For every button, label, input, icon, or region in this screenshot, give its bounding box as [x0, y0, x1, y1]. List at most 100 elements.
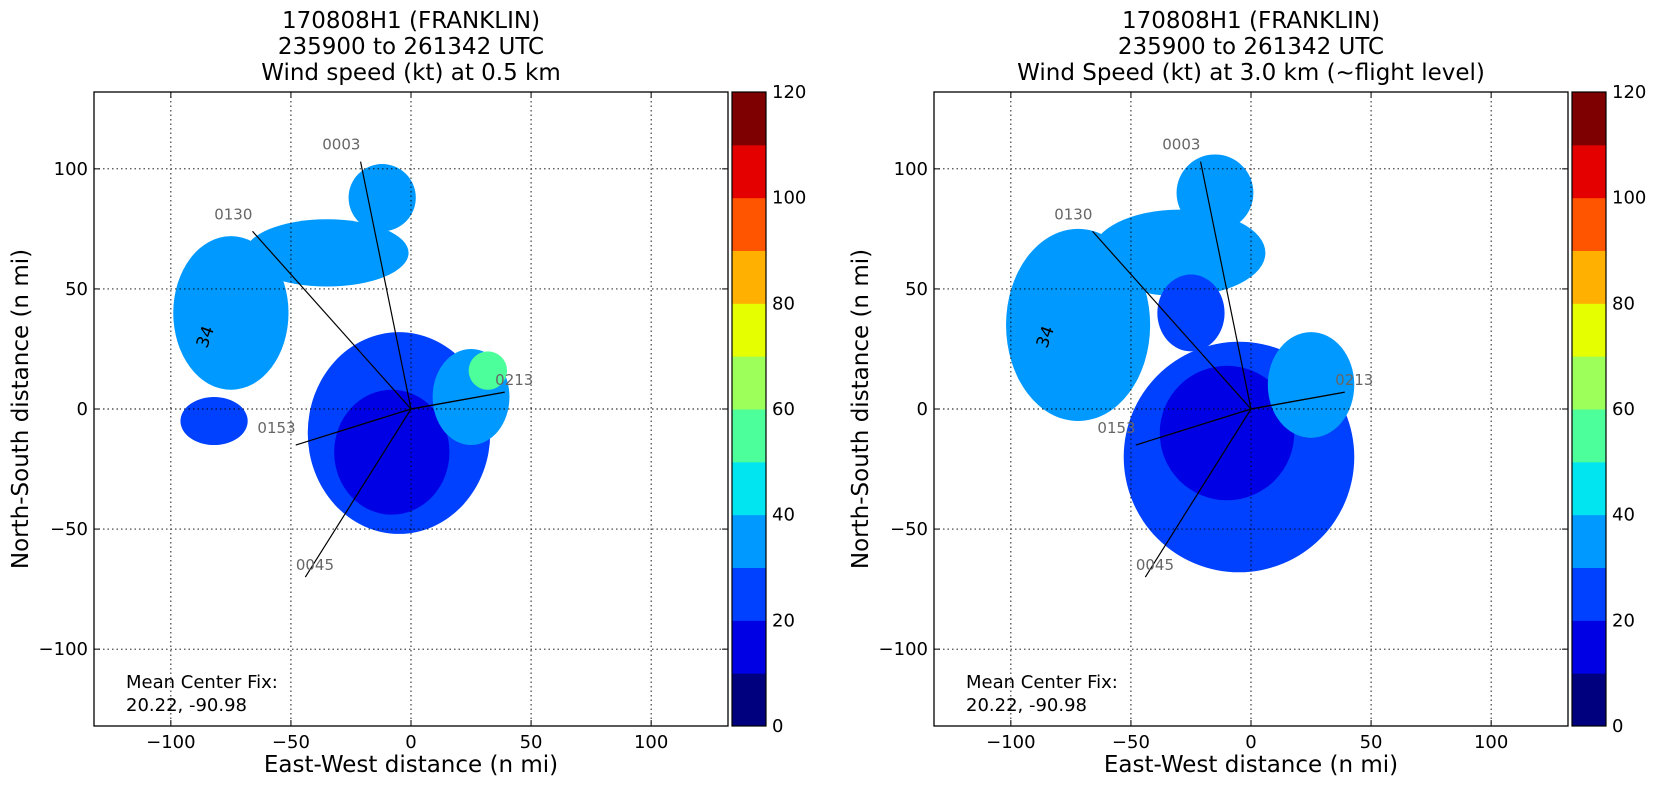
colorbar-segment — [1572, 409, 1606, 463]
flight-track — [410, 391, 505, 410]
colorbar-segment — [732, 620, 766, 674]
colorbar-tick-label: 80 — [772, 293, 795, 314]
y-tick-label: −100 — [39, 639, 88, 660]
y-tick-label: 100 — [54, 159, 88, 180]
track-time-label: 0003 — [322, 136, 360, 154]
center-fix-annotation: Mean Center Fix: — [126, 672, 278, 693]
x-axis-label: East-West distance (n mi) — [1104, 752, 1398, 778]
track-time-label: 0213 — [1335, 371, 1373, 389]
colorbar-segment — [1572, 250, 1606, 304]
colorbar-segment — [1572, 461, 1606, 516]
y-tick-label: 50 — [65, 279, 88, 300]
flight-track — [1135, 408, 1252, 446]
y-tick-label: −50 — [890, 519, 928, 540]
y-tick-label: −100 — [879, 639, 928, 660]
chart-title-line: 170808H1 (FRANKLIN) — [282, 8, 540, 34]
colorbar-segment — [732, 514, 766, 568]
wind-field-region — [1267, 332, 1355, 438]
colorbar-tick-label: 100 — [772, 188, 806, 209]
x-axis-label: East-West distance (n mi) — [264, 752, 558, 778]
colorbar-frame — [731, 91, 767, 727]
y-tick-label: 100 — [894, 159, 928, 180]
colorbar-segment — [1572, 303, 1606, 357]
wind-field-region — [348, 164, 416, 232]
flight-track — [252, 230, 412, 410]
center-fix-annotation: 20.22, -90.98 — [966, 695, 1087, 716]
track-time-label: 0045 — [1136, 556, 1174, 574]
x-tick-label: 100 — [634, 732, 668, 753]
x-tick-label: −50 — [1112, 732, 1150, 753]
colorbar-segment — [732, 197, 766, 251]
x-tick-label: 50 — [1360, 732, 1383, 753]
colorbar-segment — [1572, 514, 1606, 568]
colorbar-tick-label: 100 — [1612, 188, 1646, 209]
colorbar-segment — [732, 461, 766, 516]
flight-track — [1250, 391, 1345, 410]
chart-title-line: Wind Speed (kt) at 3.0 km (~flight level… — [1017, 60, 1485, 86]
colorbar-tick-label: 40 — [1612, 505, 1635, 526]
wind-field-region — [1157, 274, 1225, 352]
colorbar-segment — [1572, 673, 1606, 727]
x-tick-label: 100 — [1474, 732, 1508, 753]
y-axis-label: North-South distance (n mi) — [848, 249, 874, 569]
track-time-label: 0003 — [1162, 136, 1200, 154]
x-tick-label: −100 — [986, 732, 1035, 753]
y-tick-label: 50 — [905, 279, 928, 300]
colorbar-segment — [1572, 620, 1606, 674]
wind-field-region — [468, 351, 508, 390]
center-fix-annotation: 20.22, -90.98 — [126, 695, 247, 716]
colorbar-segment — [1572, 356, 1606, 410]
x-tick-label: 0 — [405, 732, 416, 753]
flight-track — [359, 161, 412, 410]
colorbar-segment — [732, 673, 766, 727]
flight-track — [1092, 230, 1252, 410]
colorbar-tick-label: 120 — [772, 82, 806, 103]
colorbar-segment — [732, 250, 766, 304]
colorbar-tick-label: 0 — [772, 716, 783, 737]
flight-track — [295, 408, 412, 446]
flight-track — [304, 408, 412, 578]
colorbar-segment — [732, 567, 766, 621]
colorbar-segment — [732, 144, 766, 199]
wind-field-region — [173, 236, 289, 390]
colorbar-segment — [732, 409, 766, 463]
chart-title-line: Wind speed (kt) at 0.5 km — [261, 60, 561, 86]
x-tick-label: 50 — [520, 732, 543, 753]
track-time-label: 0153 — [1097, 419, 1135, 437]
flight-track — [1144, 408, 1252, 578]
colorbar-segment — [732, 356, 766, 410]
track-time-label: 0045 — [296, 556, 334, 574]
colorbar-tick-label: 120 — [1612, 82, 1646, 103]
wind-field-region — [180, 396, 248, 446]
wind-field-region — [1176, 154, 1254, 232]
colorbar-tick-label: 60 — [1612, 399, 1635, 420]
x-tick-label: −100 — [146, 732, 195, 753]
colorbar-tick-label: 20 — [1612, 610, 1635, 631]
y-tick-label: −50 — [50, 519, 88, 540]
wind-field-region — [334, 389, 450, 515]
colorbar-segment — [1572, 197, 1606, 251]
center-fix-annotation: Mean Center Fix: — [966, 672, 1118, 693]
colorbar-segment — [732, 303, 766, 357]
colorbar-tick-label: 40 — [772, 505, 795, 526]
track-time-label: 0130 — [214, 205, 252, 223]
colorbar-tick-label: 80 — [1612, 293, 1635, 314]
x-tick-label: 0 — [1245, 732, 1256, 753]
colorbar-tick-label: 20 — [772, 610, 795, 631]
track-time-label: 0153 — [257, 419, 295, 437]
chart-panel-1: 170808H1 (FRANKLIN)235900 to 261342 UTCW… — [8, 8, 806, 778]
colorbar-tick-label: 60 — [772, 399, 795, 420]
chart-panel-2: 170808H1 (FRANKLIN)235900 to 261342 UTCW… — [848, 8, 1646, 778]
track-time-label: 0213 — [495, 371, 533, 389]
y-tick-label: 0 — [77, 399, 88, 420]
chart-title-line: 170808H1 (FRANKLIN) — [1122, 8, 1380, 34]
flight-track — [1199, 161, 1252, 410]
chart-title-line: 235900 to 261342 UTC — [1118, 34, 1384, 60]
colorbar-segment — [1572, 92, 1606, 146]
y-tick-label: 0 — [917, 399, 928, 420]
y-axis-label: North-South distance (n mi) — [8, 249, 34, 569]
colorbar-segment — [732, 92, 766, 146]
